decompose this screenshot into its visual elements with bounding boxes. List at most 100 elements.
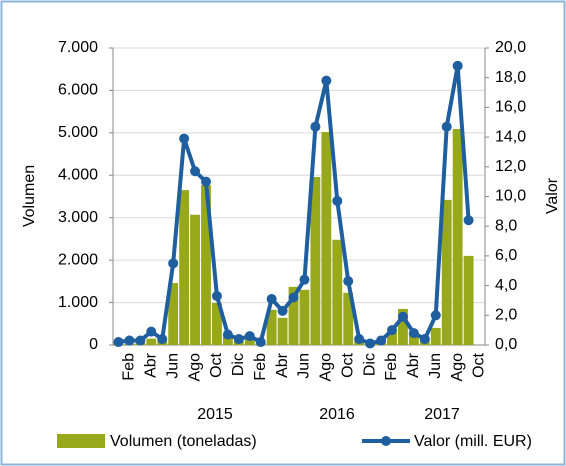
bar xyxy=(398,308,408,345)
x-tick-label: Oct xyxy=(471,352,488,377)
bar xyxy=(332,239,343,345)
bar xyxy=(321,132,332,345)
x-tick-label: Abr xyxy=(143,352,160,378)
bar xyxy=(168,283,179,345)
y-tick-label: 7.000 xyxy=(58,39,98,56)
y2-tick-label: 6,0 xyxy=(495,247,517,264)
bar xyxy=(430,328,441,345)
bar xyxy=(463,255,474,345)
line-marker xyxy=(397,311,408,322)
x-tick-label: Jun xyxy=(296,353,313,379)
line-marker xyxy=(124,335,135,346)
line-marker xyxy=(168,258,179,269)
line-marker xyxy=(441,121,452,132)
y2-tick-label: 18,0 xyxy=(495,69,526,86)
y2-tick-label: 8,0 xyxy=(495,217,517,234)
y2-tick-label: 16,0 xyxy=(495,99,526,116)
legend-swatch xyxy=(57,434,105,448)
x-tick-label: Oct xyxy=(339,352,356,377)
bar xyxy=(288,286,299,345)
x-tick-label: Oct xyxy=(208,352,225,377)
line-marker xyxy=(408,328,419,339)
y-tick-label: 1.000 xyxy=(58,294,98,311)
line-marker xyxy=(222,329,233,340)
y2-tick-label: 12,0 xyxy=(495,158,526,175)
bar xyxy=(408,332,419,345)
x-tick-label: Dic xyxy=(230,353,247,376)
line-marker xyxy=(277,305,288,316)
line-marker xyxy=(430,310,441,321)
line-marker xyxy=(266,293,277,304)
bar xyxy=(201,185,211,345)
legend-label: Valor (mill. EUR) xyxy=(414,433,532,450)
bar xyxy=(310,176,321,345)
y-tick-label: 0 xyxy=(89,336,98,353)
bar xyxy=(190,214,200,345)
y-tick-label: 3.000 xyxy=(58,209,98,226)
line-marker xyxy=(387,325,397,336)
line-marker xyxy=(113,337,124,348)
bar xyxy=(441,199,452,345)
line-marker xyxy=(365,338,376,349)
x-tick-label: Feb xyxy=(121,353,138,381)
y-axis-title: Volumen xyxy=(21,165,38,227)
line-marker xyxy=(211,290,222,301)
legend-marker xyxy=(381,436,391,446)
x-tick-label: Dic xyxy=(361,353,378,376)
line-marker xyxy=(146,326,157,337)
line-marker xyxy=(310,121,321,132)
y-tick-label: 2.000 xyxy=(58,251,98,268)
y2-tick-label: 0,0 xyxy=(495,336,517,353)
x-tick-label: Jun xyxy=(427,353,444,379)
x-tick-label: Ago xyxy=(449,353,466,382)
bar xyxy=(277,317,288,345)
line-marker xyxy=(255,337,266,348)
year-label: 2015 xyxy=(197,406,233,423)
line-marker xyxy=(299,274,310,285)
line-marker xyxy=(376,335,387,346)
line-marker xyxy=(288,292,299,303)
line-marker xyxy=(157,334,168,345)
line-marker xyxy=(233,334,244,345)
y2-tick-label: 10,0 xyxy=(495,188,526,205)
x-tick-label: Abr xyxy=(274,352,291,378)
bar xyxy=(343,292,354,345)
bar xyxy=(299,289,310,345)
x-tick-label: Ago xyxy=(186,353,203,382)
line-marker xyxy=(179,133,190,144)
line-marker xyxy=(419,334,430,345)
y2-tick-label: 14,0 xyxy=(495,128,526,145)
legend-label: Volumen (toneladas) xyxy=(110,433,257,450)
bar xyxy=(266,309,277,345)
bar xyxy=(146,338,157,345)
line-marker xyxy=(354,334,365,345)
line-marker xyxy=(343,276,354,287)
x-tick-label: Ago xyxy=(318,353,335,382)
bar xyxy=(452,129,463,345)
year-label: 2016 xyxy=(319,406,355,423)
y-tick-label: 4.000 xyxy=(58,167,98,184)
x-tick-label: Feb xyxy=(252,353,269,381)
line-marker xyxy=(244,331,255,342)
y-tick-label: 6.000 xyxy=(58,82,98,99)
bar xyxy=(179,190,190,345)
y2-axis-title: Valor xyxy=(544,177,561,214)
y-tick-label: 5.000 xyxy=(58,124,98,141)
line-marker xyxy=(332,195,343,206)
y2-tick-label: 4,0 xyxy=(495,277,517,294)
line-marker xyxy=(135,335,146,346)
bar xyxy=(222,336,233,345)
year-label: 2017 xyxy=(424,406,460,423)
bar xyxy=(212,302,222,345)
y2-tick-label: 20,0 xyxy=(495,39,526,56)
x-tick-label: Jun xyxy=(164,353,181,379)
bar xyxy=(387,332,397,345)
y2-tick-label: 2,0 xyxy=(495,307,517,324)
line-marker xyxy=(463,215,474,226)
line-marker xyxy=(201,176,211,187)
line-marker xyxy=(321,75,332,86)
x-tick-label: Abr xyxy=(405,352,422,378)
x-tick-label: Feb xyxy=(383,353,400,381)
